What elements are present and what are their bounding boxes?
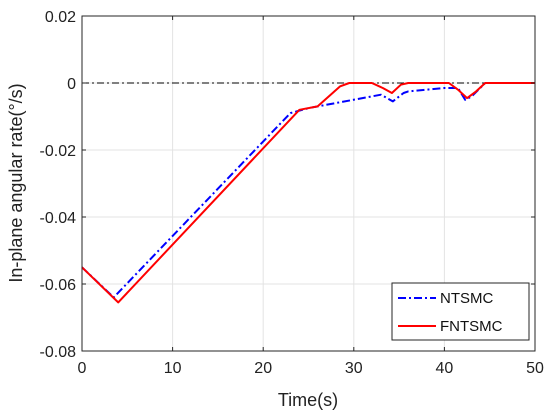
- legend-box: [391, 282, 530, 341]
- x-tick-label-0: 0: [78, 360, 87, 377]
- y-tick-label-5: 0.02: [45, 9, 76, 26]
- y-tick-label-3: -0.02: [40, 143, 77, 160]
- legend-label-ntsmc: NTSMC: [440, 290, 493, 307]
- y-axis-ticks: -0.08 -0.06 -0.04 -0.02 0 0.02: [40, 9, 535, 361]
- series-layer: [81, 82, 535, 304]
- x-axis-label: Time(s): [278, 390, 338, 410]
- x-tick-label-3: 30: [345, 360, 363, 377]
- x-tick-label-2: 20: [254, 360, 272, 377]
- x-tick-label-4: 40: [436, 360, 454, 377]
- series-line-fntsmc: [81, 82, 535, 304]
- y-tick-label-4: 0: [67, 76, 76, 93]
- legend: NTSMC FNTSMC: [391, 282, 530, 341]
- x-tick-label-5: 50: [526, 360, 544, 377]
- series-line-ntsmc: [81, 82, 535, 299]
- y-axis-label: In-plane angular rate(°/s): [6, 83, 26, 282]
- y-tick-label-1: -0.06: [40, 277, 77, 294]
- plot-frame: [81, 15, 536, 352]
- y-tick-label-0: -0.08: [40, 344, 77, 361]
- legend-label-fntsmc: FNTSMC: [440, 318, 503, 335]
- x-axis-ticks: 0 10 20 30 40 50: [78, 16, 544, 377]
- x-tick-label-1: 10: [164, 360, 182, 377]
- y-tick-label-2: -0.04: [40, 210, 77, 227]
